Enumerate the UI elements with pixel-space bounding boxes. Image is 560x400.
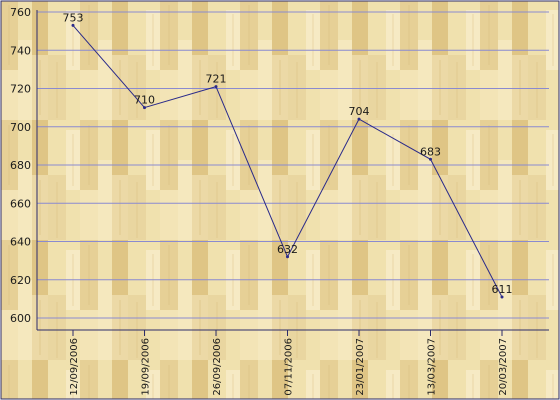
data-point <box>143 106 146 110</box>
y-tick-label: 740 <box>10 44 31 57</box>
x-tick-labels: 12/09/2006 19/09/2006 26/09/2006 07/11/2006… <box>69 330 509 396</box>
y-tick-label: 660 <box>10 197 31 210</box>
y-tick-label: 760 <box>10 6 31 19</box>
data-label: 721 <box>206 73 227 86</box>
y-tick-label: 640 <box>10 236 31 249</box>
gridlines <box>37 11 549 319</box>
x-tick-label: 13/03/2007 <box>427 338 438 396</box>
data-point <box>429 157 432 161</box>
y-tick-labels: 600 620 640 660 680 700 720 740 760 <box>10 6 31 325</box>
data-point <box>214 85 218 89</box>
y-tick-label: 620 <box>10 274 31 287</box>
data-label: 632 <box>277 243 298 256</box>
data-point <box>357 117 361 121</box>
data-point <box>500 295 504 299</box>
x-tick-label: 26/09/2006 <box>212 338 223 396</box>
x-tick-label: 12/09/2006 <box>69 338 80 396</box>
x-tick-label: 23/01/2007 <box>355 338 366 396</box>
data-label: 710 <box>134 94 155 107</box>
data-point <box>286 255 289 259</box>
data-label: 753 <box>63 11 84 24</box>
data-labels: 753 710 721 632 704 683 611 <box>63 11 513 299</box>
y-tick-label: 700 <box>10 121 31 134</box>
data-label: 611 <box>492 283 513 296</box>
x-tick-label: 19/09/2006 <box>141 338 152 396</box>
data-label: 704 <box>349 105 370 118</box>
y-tick-label: 600 <box>10 312 31 325</box>
y-tick-label: 720 <box>10 83 31 96</box>
x-tick-label: 07/11/2006 <box>284 338 295 396</box>
x-tick-label: 20/03/2007 <box>498 338 509 396</box>
data-label: 683 <box>420 145 441 158</box>
y-tick-label: 680 <box>10 159 31 172</box>
data-point <box>71 23 75 27</box>
